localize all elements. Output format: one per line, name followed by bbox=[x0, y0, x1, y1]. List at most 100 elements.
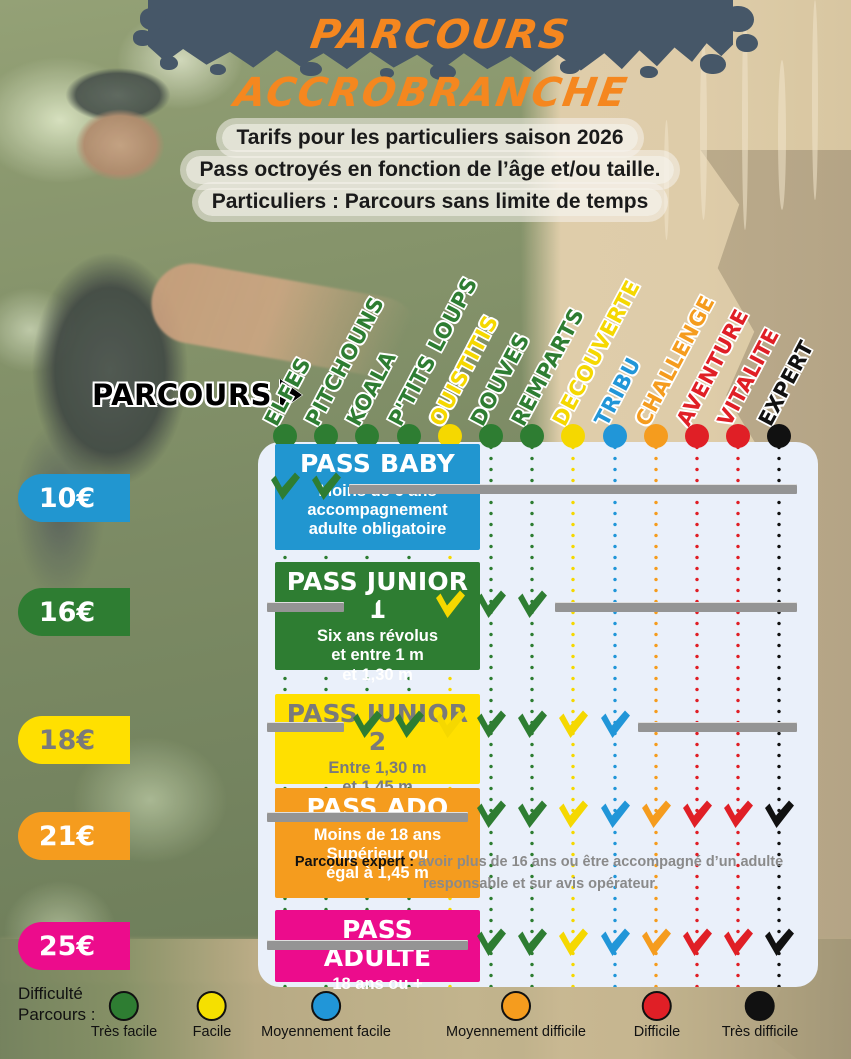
banner-splatter bbox=[640, 66, 658, 78]
check-icon bbox=[680, 799, 714, 833]
pass-desc-line: Entre 1,30 m bbox=[328, 759, 427, 777]
legend-title: Difficulté Parcours : bbox=[18, 983, 95, 1026]
price-value: 10€ bbox=[38, 482, 96, 514]
legend-label: Très difficile bbox=[721, 1024, 799, 1040]
check-icon bbox=[680, 927, 714, 961]
price-tag-pass-junior-1: 16€ bbox=[18, 588, 130, 636]
legend-item-difficile: Difficile bbox=[634, 991, 680, 1040]
subtitle-line-1: Tarifs pour les particuliers saison 2026 bbox=[222, 124, 638, 152]
check-icon bbox=[721, 799, 755, 833]
column-guide-line bbox=[653, 442, 658, 987]
legend-label: Moyennement facile bbox=[261, 1024, 391, 1040]
banner-splatter bbox=[700, 54, 726, 74]
column-guide-line bbox=[571, 442, 576, 987]
column-guide-line bbox=[530, 442, 535, 987]
price-tag-pass-junior-2: 18€ bbox=[18, 716, 130, 764]
banner-splatter bbox=[140, 8, 166, 30]
subtitle-line-2: Pass octroyés en fonction de l’âge et/ou… bbox=[185, 156, 675, 184]
pass-card-pass-junior-1[interactable]: PASS JUNIOR 1 Six ans révolus et entre 1 m… bbox=[275, 562, 480, 684]
legend-title-line-2: Parcours : bbox=[18, 1005, 96, 1025]
unavailable-bar bbox=[267, 940, 468, 950]
pass-desc-line: et entre 1 m bbox=[331, 646, 424, 665]
unavailable-bar bbox=[267, 812, 468, 822]
triangle-right-icon bbox=[280, 379, 303, 411]
difficulty-dot-aventure bbox=[685, 424, 709, 448]
price-value: 18€ bbox=[38, 724, 96, 756]
subtitle-block: Tarifs pour les particuliers saison 2026… bbox=[150, 122, 710, 218]
check-icon bbox=[556, 709, 590, 743]
check-icon bbox=[392, 709, 426, 743]
pass-desc-line: Supérieur ou bbox=[326, 844, 429, 863]
legend-item-moyennement-facile: Moyennement facile bbox=[261, 991, 391, 1040]
check-icon bbox=[515, 927, 549, 961]
banner-splatter bbox=[736, 34, 758, 52]
banner-splatter bbox=[133, 30, 153, 46]
banner-splatter bbox=[724, 6, 754, 32]
column-guide-line bbox=[695, 442, 699, 987]
legend-label: Difficile bbox=[633, 1024, 681, 1040]
banner-splatter bbox=[560, 60, 580, 74]
legend-color-dot bbox=[310, 991, 341, 1021]
legend-item-moyennement-difficile: Moyennement difficile bbox=[446, 991, 586, 1040]
check-icon bbox=[721, 927, 755, 961]
check-icon bbox=[474, 709, 508, 743]
bark-stripe bbox=[812, 0, 818, 200]
legend-item-tr-s-difficile: Très difficile bbox=[721, 991, 799, 1040]
bark-stripe bbox=[700, 40, 707, 220]
unavailable-bar bbox=[267, 602, 345, 612]
check-icon bbox=[309, 471, 343, 505]
check-icon bbox=[392, 589, 426, 623]
price-tag-pass-ado: 21€ bbox=[18, 812, 130, 860]
price-tag-pass-adulte: 25€ bbox=[18, 922, 130, 970]
climber-figure bbox=[0, 40, 250, 680]
expert-note: Parcours expert : avoir plus de 16 ans o… bbox=[272, 852, 806, 896]
legend-color-dot bbox=[745, 991, 775, 1021]
pass-desc-line: égal à 1,45 m bbox=[326, 864, 429, 883]
check-icon bbox=[639, 927, 673, 961]
pass-desc-line: accompagnement bbox=[307, 500, 448, 519]
legend-label: Facile bbox=[192, 1024, 232, 1040]
difficulty-dot-expert bbox=[767, 424, 792, 448]
legend-color-dot bbox=[197, 991, 227, 1021]
check-icon bbox=[762, 799, 796, 833]
price-value: 16€ bbox=[38, 596, 96, 628]
pass-title: PASS BABY bbox=[300, 449, 455, 478]
column-guide-line bbox=[612, 442, 617, 987]
bark-stripe bbox=[778, 60, 786, 210]
check-icon bbox=[515, 589, 549, 623]
check-icon bbox=[474, 589, 508, 623]
price-value: 21€ bbox=[38, 820, 96, 852]
unavailable-bar bbox=[555, 602, 798, 612]
check-icon bbox=[556, 927, 590, 961]
difficulty-dot-tribu bbox=[602, 424, 627, 448]
price-value: 25€ bbox=[38, 930, 96, 962]
page-title: PARCOURS ACCROBRANCHE bbox=[231, 12, 632, 116]
banner-splatter bbox=[380, 68, 394, 78]
check-icon bbox=[474, 927, 508, 961]
unavailable-bar bbox=[267, 722, 345, 732]
check-icon bbox=[598, 709, 632, 743]
check-icon bbox=[762, 927, 796, 961]
check-icon bbox=[268, 471, 302, 505]
unavailable-bar bbox=[349, 484, 798, 494]
legend-color-dot bbox=[109, 991, 139, 1021]
check-icon bbox=[598, 927, 632, 961]
column-guide-line bbox=[489, 442, 493, 987]
pass-desc-line: adulte obligatoire bbox=[308, 520, 447, 539]
check-icon bbox=[639, 799, 673, 833]
legend-color-dot bbox=[500, 991, 531, 1021]
check-icon bbox=[515, 799, 549, 833]
parcours-label-text: PARCOURS bbox=[92, 378, 273, 412]
difficulty-dot-decouverte bbox=[561, 424, 586, 448]
legend-title-line-1: Difficulté bbox=[18, 984, 83, 1003]
expert-note-bold: Parcours expert : bbox=[294, 854, 415, 870]
difficulty-dot-douves bbox=[479, 424, 503, 448]
legend-color-dot bbox=[642, 991, 672, 1021]
pass-card-pass-ado[interactable]: PASS ADO Moins de 18 ans Supérieur ou égal … bbox=[275, 788, 480, 898]
difficulty-dot-challenge bbox=[643, 424, 668, 448]
difficulty-legend: Difficulté Parcours : Très facile Facile M… bbox=[0, 983, 851, 1059]
unavailable-bar bbox=[637, 722, 798, 732]
parcours-label: PARCOURS bbox=[92, 378, 303, 412]
